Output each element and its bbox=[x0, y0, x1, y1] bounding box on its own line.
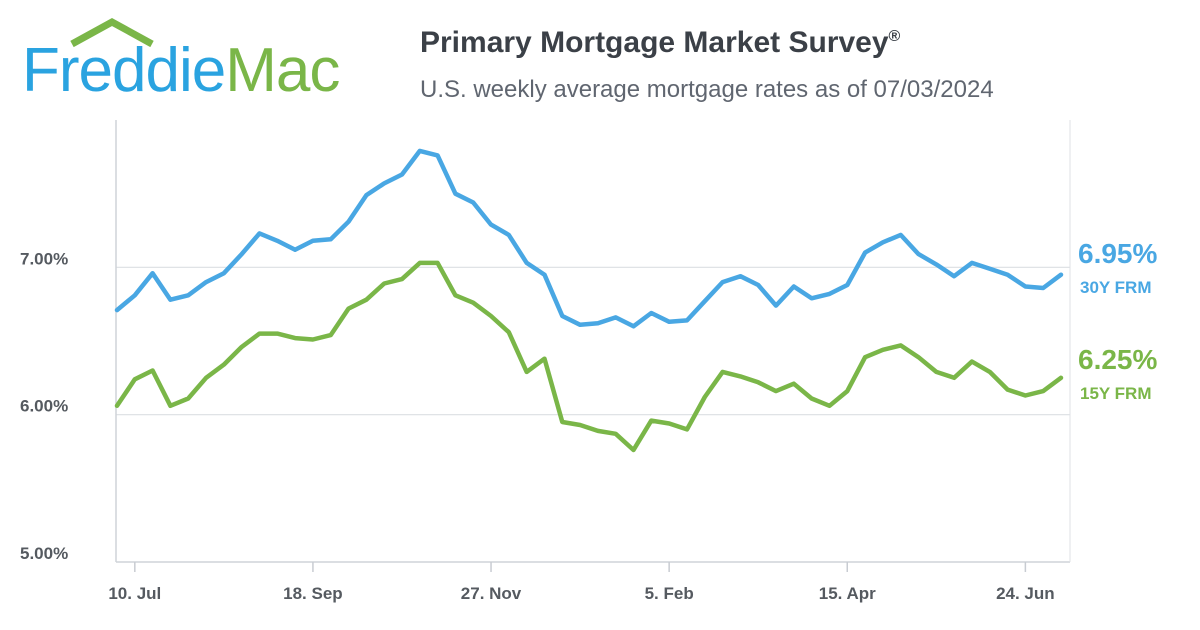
page-subtitle: U.S. weekly average mortgage rates as of… bbox=[420, 76, 994, 103]
freddie-mac-logo: FreddieMac bbox=[22, 18, 382, 108]
x-tick-label: 24. Jun bbox=[996, 584, 1055, 603]
end-value-label: 6.25% bbox=[1078, 344, 1157, 375]
x-tick-label: 18. Sep bbox=[283, 584, 343, 603]
logo-wordmark: FreddieMac bbox=[22, 40, 340, 102]
logo-text-freddie: Freddie bbox=[22, 36, 226, 105]
end-value-label: 6.95% bbox=[1078, 238, 1157, 269]
page-title: Primary Mortgage Market Survey® bbox=[420, 26, 900, 60]
house-roof-icon bbox=[70, 18, 154, 48]
grid-layer bbox=[116, 266, 1070, 416]
y-tick-label: 7.00% bbox=[20, 249, 68, 268]
y-tick-label: 6.00% bbox=[20, 397, 68, 416]
series-name-label: 30Y FRM bbox=[1080, 278, 1152, 297]
axis-layer bbox=[115, 120, 1071, 572]
logo-text-mac: Mac bbox=[225, 36, 340, 105]
series-name-label: 15Y FRM bbox=[1080, 384, 1152, 403]
x-tick-label: 27. Nov bbox=[461, 584, 522, 603]
registered-mark: ® bbox=[888, 28, 901, 45]
y-tick-label: 5.00% bbox=[20, 544, 68, 563]
x-tick-label: 5. Feb bbox=[645, 584, 694, 603]
x-tick-label: 15. Apr bbox=[819, 584, 876, 603]
series-line-30y-frm bbox=[114, 148, 1064, 329]
series-line-15y-frm bbox=[114, 260, 1064, 453]
label-layer: 5.00% 6.00% 7.00% 10. Jul 18. Sep 27. Nov 5. F… bbox=[20, 238, 1157, 603]
x-tick-label: 10. Jul bbox=[108, 584, 161, 603]
series-layer bbox=[114, 148, 1064, 453]
title-text: Primary Mortgage Market Survey bbox=[420, 26, 889, 59]
